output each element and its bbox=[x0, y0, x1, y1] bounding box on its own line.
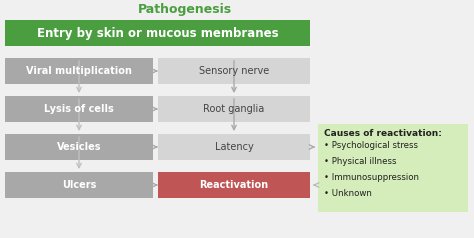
FancyBboxPatch shape bbox=[158, 96, 310, 122]
Text: Root ganglia: Root ganglia bbox=[203, 104, 264, 114]
Text: • Immunosuppression: • Immunosuppression bbox=[324, 174, 419, 183]
Text: Entry by skin or mucous membranes: Entry by skin or mucous membranes bbox=[36, 26, 278, 40]
Text: Reactivation: Reactivation bbox=[200, 180, 269, 190]
FancyBboxPatch shape bbox=[318, 124, 468, 212]
Text: Causes of reactivation:: Causes of reactivation: bbox=[324, 129, 442, 139]
Text: • Unknown: • Unknown bbox=[324, 189, 372, 198]
Text: Ulcers: Ulcers bbox=[62, 180, 96, 190]
Text: Latency: Latency bbox=[215, 142, 254, 152]
FancyBboxPatch shape bbox=[5, 134, 153, 160]
FancyBboxPatch shape bbox=[5, 58, 153, 84]
FancyBboxPatch shape bbox=[158, 58, 310, 84]
FancyBboxPatch shape bbox=[158, 172, 310, 198]
Text: Viral multiplication: Viral multiplication bbox=[26, 66, 132, 76]
FancyBboxPatch shape bbox=[158, 134, 310, 160]
Text: Vesicles: Vesicles bbox=[57, 142, 101, 152]
FancyBboxPatch shape bbox=[5, 172, 153, 198]
FancyBboxPatch shape bbox=[5, 20, 310, 46]
Text: Lysis of cells: Lysis of cells bbox=[44, 104, 114, 114]
Text: Sensory nerve: Sensory nerve bbox=[199, 66, 269, 76]
FancyBboxPatch shape bbox=[5, 96, 153, 122]
Text: • Physical illness: • Physical illness bbox=[324, 158, 396, 167]
Text: Pathogenesis: Pathogenesis bbox=[138, 4, 232, 16]
Text: • Psychological stress: • Psychological stress bbox=[324, 142, 418, 150]
